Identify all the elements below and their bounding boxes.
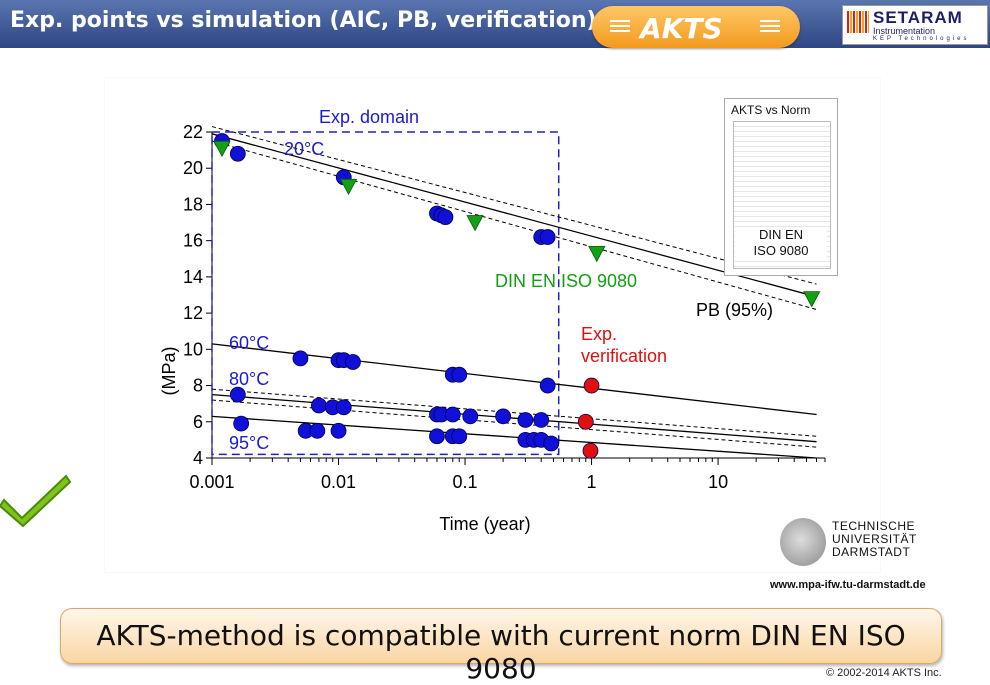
verification-point <box>577 413 594 430</box>
norm-label-line2: ISO 9080 <box>753 243 809 258</box>
exp-domain-box <box>211 131 560 456</box>
temp-95-label: 95°C <box>229 433 269 453</box>
x-tick-label: 1 <box>587 472 597 492</box>
x-tick-label: 0.001 <box>189 472 234 492</box>
setaram-logo: SETARAM Instrumentation KEP Technologies <box>842 5 988 45</box>
y-axis-label: (MPa) <box>159 347 179 396</box>
y-tick-label: 10 <box>183 339 203 359</box>
pb-label: PB (95%) <box>696 300 773 320</box>
header-bar: Exp. points vs simulation (AIC, PB, veri… <box>0 0 990 48</box>
chart-annotations: Exp. domain 20°C DIN EN ISO 9080 PB (95%… <box>159 107 773 534</box>
exp-point <box>229 145 246 162</box>
y-tick-label: 22 <box>183 122 203 142</box>
conclusion-banner: AKTS-method is compatible with current n… <box>60 608 942 685</box>
confidence-band <box>211 126 817 285</box>
exp-point <box>495 408 512 425</box>
norm-point <box>339 178 358 196</box>
tud-name: TECHNISCHE UNIVERSITÄT DARMSTADT <box>832 520 917 559</box>
model-curve <box>211 415 817 459</box>
tud-line1: TECHNISCHE <box>832 519 916 533</box>
setaram-subtitle: Instrumentation <box>873 26 936 36</box>
temp-20-label: 20°C <box>284 139 324 159</box>
exp-point <box>451 366 468 383</box>
din-norm-label: DIN EN ISO 9080 <box>495 271 637 291</box>
model-curve <box>211 343 817 416</box>
norm-point <box>588 245 606 263</box>
akts-logo-text: AKTS <box>640 12 723 45</box>
x-tick-label: 0.1 <box>453 472 478 492</box>
setaram-bars-icon <box>847 11 869 33</box>
verification-label-1: Exp. <box>581 324 617 344</box>
tud-line3: DARMSTADT <box>832 545 911 559</box>
data-points <box>213 133 821 459</box>
slide-title: Exp. points vs simulation (AIC, PB, veri… <box>10 8 597 33</box>
y-tick-label: 14 <box>183 267 203 287</box>
exp-point <box>292 350 309 367</box>
source-url: www.mpa-ifw.tu-darmstadt.de <box>770 579 926 591</box>
chart-axes: 4 6 8 10 12 14 16 18 20 22 0.001 0.01 0.1 1 10 <box>183 122 826 492</box>
exp-point <box>429 428 445 445</box>
akts-logo: AKTS <box>592 6 800 48</box>
exp-point <box>451 428 468 445</box>
y-tick-label: 6 <box>193 412 203 432</box>
y-tick-label: 4 <box>193 448 203 468</box>
exp-point <box>539 229 556 245</box>
setaram-kep: KEP Technologies <box>873 36 970 42</box>
setaram-name: SETARAM <box>873 8 963 27</box>
x-axis-label: Time (year) <box>439 514 530 534</box>
exp-point <box>437 209 454 226</box>
verification-label-2: verification <box>581 346 667 366</box>
checkmark-icon <box>0 474 72 528</box>
exp-point <box>539 377 556 394</box>
y-tick-label: 20 <box>183 158 203 178</box>
exp-point <box>335 399 352 416</box>
norm-point <box>803 291 821 308</box>
verification-point <box>583 377 600 394</box>
temp-80-label: 80°C <box>229 369 269 389</box>
exp-point <box>229 386 246 403</box>
tud-line2: UNIVERSITÄT <box>832 532 917 546</box>
norm-label-line1: DIN EN <box>758 227 804 242</box>
model-curve <box>211 133 817 298</box>
exp-point <box>517 412 534 428</box>
exp-point <box>345 354 361 370</box>
exp-point <box>533 412 550 428</box>
temp-60-label: 60°C <box>229 333 269 353</box>
tud-emblem-icon <box>780 518 826 566</box>
confidence-band <box>211 388 817 437</box>
verification-point <box>582 442 599 459</box>
y-tick-label: 16 <box>183 231 203 251</box>
conclusion-text: AKTS-method is compatible with current n… <box>96 619 906 685</box>
exp-point <box>543 435 560 452</box>
exp-point <box>233 415 250 432</box>
norm-document-thumbnail: AKTS vs Norm DIN EN ISO 9080 <box>724 98 838 276</box>
akts-logo-lines-right <box>760 20 780 34</box>
y-tick-label: 8 <box>193 376 203 396</box>
x-tick-label: 10 <box>708 472 728 492</box>
y-tick-label: 18 <box>183 194 203 214</box>
y-tick-label: 12 <box>183 303 203 323</box>
tu-darmstadt-logo: TECHNISCHE UNIVERSITÄT DARMSTADT <box>780 515 940 575</box>
exp-point <box>311 397 327 414</box>
exp-point <box>330 422 347 439</box>
norm-point <box>466 215 484 232</box>
norm-box-label: DIN EN ISO 9080 <box>735 227 827 259</box>
exp-domain-label: Exp. domain <box>319 107 419 127</box>
stress-vs-time-chart: 4 6 8 10 12 14 16 18 20 22 0.001 0.01 0.1 1 10 Exp. do… <box>159 107 826 534</box>
exp-point <box>462 408 479 425</box>
exp-point <box>309 422 326 439</box>
copyright-text: © 2002-2014 AKTS Inc. <box>826 667 942 679</box>
exp-point <box>444 406 461 423</box>
x-tick-label: 0.01 <box>321 472 356 492</box>
akts-logo-lines-left <box>610 20 630 34</box>
norm-box-title: AKTS vs Norm <box>731 103 811 117</box>
norm-point <box>213 140 231 158</box>
